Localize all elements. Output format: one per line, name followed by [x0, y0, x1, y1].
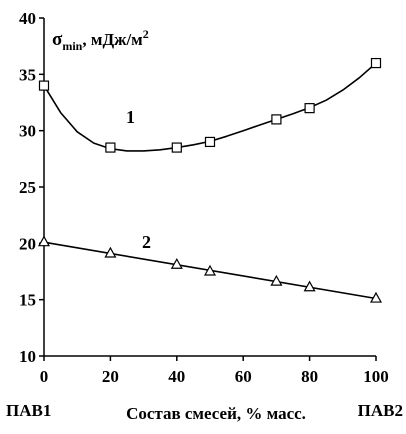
y-tick-label: 25 [19, 178, 36, 197]
y-axis-title-unit: , мДж/м [82, 30, 143, 49]
x-tick-label: 40 [168, 367, 185, 386]
x-tick-label: 20 [102, 367, 119, 386]
series-1-point [171, 142, 182, 153]
ticks: 10 15 20 25 30 35 40 0 20 40 60 80 100 [19, 9, 389, 386]
series-2-point [270, 274, 283, 286]
series-2-point [369, 291, 383, 303]
x-end-label-left: ПАВ1 [6, 401, 51, 420]
y-tick-label: 20 [19, 234, 36, 253]
series-1-point [370, 57, 382, 69]
y-tick-label: 35 [19, 65, 36, 84]
x-tick-label: 0 [40, 367, 49, 386]
series-2-label: 2 [142, 232, 151, 252]
series-2-point [170, 258, 183, 269]
y-tick-label: 15 [19, 291, 36, 310]
series-lines [43, 62, 377, 300]
series-1-point [271, 114, 282, 125]
series-2-point [104, 246, 117, 258]
series-2-point [37, 235, 51, 247]
axes [43, 18, 376, 357]
x-tick-label: 100 [363, 367, 389, 386]
series-2-point [303, 280, 316, 292]
x-end-label-right: ПАВ2 [358, 401, 403, 420]
x-tick-label: 60 [235, 367, 252, 386]
y-axis-title: σmin, мДж/м2 [52, 27, 149, 53]
series-2-point [203, 264, 217, 276]
series-1-point [204, 136, 216, 148]
x-tick-label: 80 [301, 367, 318, 386]
series-markers [37, 57, 383, 303]
series-1-point [105, 142, 116, 153]
series-1-point [304, 103, 315, 114]
y-tick-label: 10 [19, 347, 36, 366]
y-axis-title-subscript: min [62, 39, 82, 53]
series-1-label: 1 [126, 107, 135, 127]
x-axis-title: Состав смесей, % масс. [126, 404, 306, 423]
y-axis-title-superscript: 2 [143, 27, 149, 41]
y-tick-label: 40 [19, 9, 36, 28]
y-axis-title-symbol: σ [52, 29, 63, 50]
y-tick-label: 30 [19, 122, 36, 141]
series-1-point [38, 80, 50, 91]
